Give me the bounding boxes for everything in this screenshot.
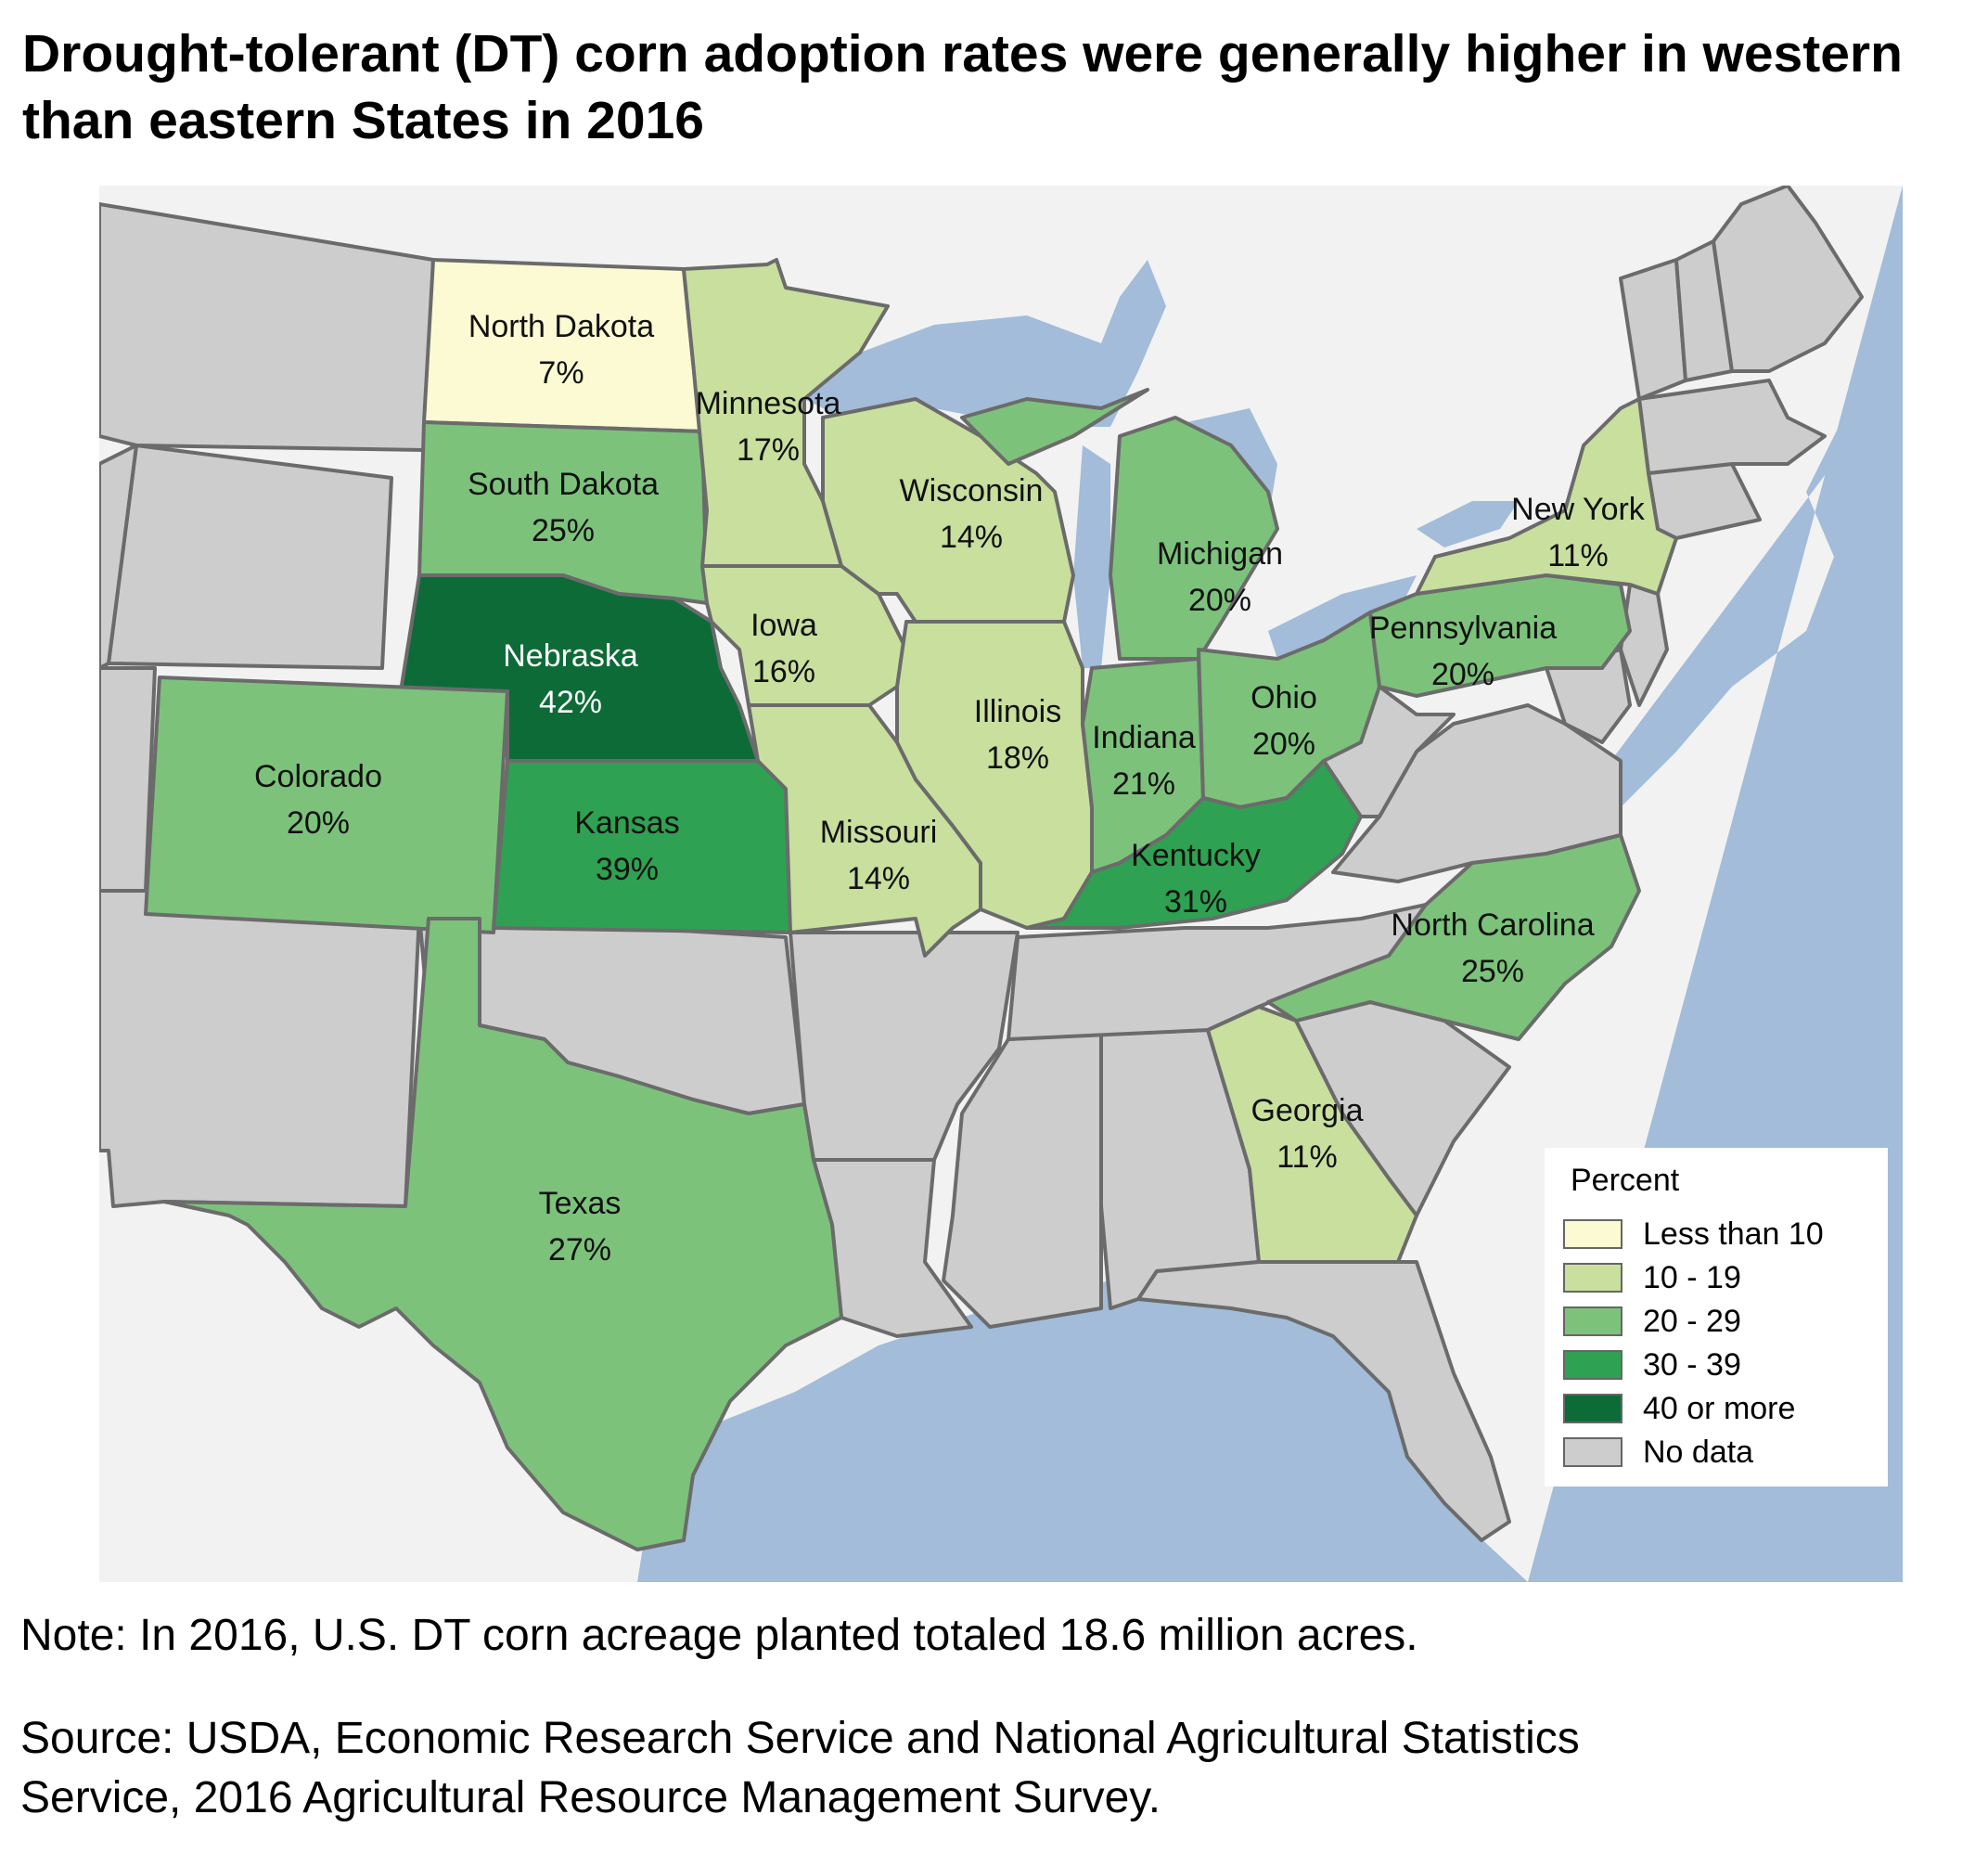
state-wyoming bbox=[109, 445, 391, 668]
label-illinois-value: 18% bbox=[986, 740, 1049, 776]
figure-title: Drought-tolerant (DT) corn adoption rate… bbox=[22, 20, 1970, 154]
legend-title: Percent bbox=[1571, 1163, 1679, 1199]
legend-swatch bbox=[1563, 1306, 1622, 1336]
label-michigan-value: 20% bbox=[1188, 583, 1251, 618]
label-nebraska-value: 42% bbox=[539, 685, 602, 720]
legend-label: 40 or more bbox=[1643, 1391, 1795, 1427]
label-illinois-name: Illinois bbox=[974, 694, 1061, 729]
title-line-1: Drought-tolerant (DT) corn adoption rate… bbox=[22, 20, 1970, 87]
state-new-mexico bbox=[99, 891, 419, 1206]
label-michigan-name: Michigan bbox=[1157, 536, 1283, 572]
label-kentucky-value: 31% bbox=[1164, 884, 1227, 920]
label-north-carolina-value: 25% bbox=[1461, 954, 1524, 989]
label-iowa-name: Iowa bbox=[750, 608, 817, 643]
state-north-dakota bbox=[424, 260, 702, 431]
label-missouri-name: Missouri bbox=[820, 815, 938, 850]
legend-label: 20 - 29 bbox=[1643, 1304, 1741, 1340]
legend-item: 30 - 39 bbox=[1563, 1348, 1741, 1382]
legend-item: Less than 10 bbox=[1563, 1217, 1824, 1251]
label-georgia-name: Georgia bbox=[1251, 1093, 1364, 1128]
label-minnesota-name: Minnesota bbox=[696, 386, 841, 421]
legend-swatch bbox=[1563, 1394, 1622, 1423]
label-south-dakota-name: South Dakota bbox=[468, 467, 659, 502]
legend-label: No data bbox=[1643, 1435, 1753, 1471]
label-wisconsin-name: Wisconsin bbox=[900, 473, 1044, 508]
source-line-2: Service, 2016 Agricultural Resource Mana… bbox=[20, 1769, 1580, 1828]
label-indiana-name: Indiana bbox=[1092, 720, 1196, 755]
label-colorado-name: Colorado bbox=[254, 759, 382, 794]
source-text: Source: USDA, Economic Research Service … bbox=[20, 1709, 1580, 1828]
label-north-dakota-name: North Dakota bbox=[468, 309, 654, 344]
legend-swatch bbox=[1563, 1263, 1622, 1293]
legend-swatch bbox=[1563, 1437, 1622, 1467]
label-missouri-value: 14% bbox=[847, 861, 910, 896]
source-line-1: Source: USDA, Economic Research Service … bbox=[20, 1709, 1580, 1769]
label-new-york-name: New York bbox=[1511, 492, 1646, 527]
label-texas-value: 27% bbox=[548, 1232, 611, 1268]
label-pennsylvania-value: 20% bbox=[1431, 657, 1494, 692]
label-south-dakota-value: 25% bbox=[532, 513, 595, 548]
legend-item: 10 - 19 bbox=[1563, 1261, 1741, 1294]
label-north-dakota-value: 7% bbox=[538, 355, 584, 391]
legend-item: 20 - 29 bbox=[1563, 1305, 1741, 1338]
legend-label: Less than 10 bbox=[1643, 1216, 1824, 1253]
note-text: Note: In 2016, U.S. DT corn acreage plan… bbox=[20, 1610, 1418, 1661]
label-north-carolina-name: North Carolina bbox=[1391, 907, 1594, 943]
label-minnesota-value: 17% bbox=[737, 432, 800, 468]
label-kansas-value: 39% bbox=[596, 852, 659, 887]
legend-item: 40 or more bbox=[1563, 1392, 1795, 1425]
state-kansas bbox=[494, 761, 790, 933]
label-kentucky-name: Kentucky bbox=[1131, 838, 1261, 873]
label-ohio-value: 20% bbox=[1252, 727, 1315, 762]
label-georgia-value: 11% bbox=[1276, 1139, 1338, 1175]
legend-swatch bbox=[1563, 1350, 1622, 1380]
label-kansas-name: Kansas bbox=[574, 805, 679, 841]
label-colorado-value: 20% bbox=[287, 805, 350, 841]
label-wisconsin-value: 14% bbox=[940, 520, 1003, 555]
legend-label: 10 - 19 bbox=[1643, 1260, 1741, 1296]
legend-label: 30 - 39 bbox=[1643, 1347, 1741, 1383]
label-new-york-value: 11% bbox=[1547, 538, 1609, 573]
label-texas-name: Texas bbox=[539, 1186, 622, 1221]
label-pennsylvania-name: Pennsylvania bbox=[1369, 611, 1557, 646]
state-utah bbox=[99, 668, 155, 891]
label-indiana-value: 21% bbox=[1112, 766, 1175, 802]
label-iowa-value: 16% bbox=[752, 654, 815, 689]
legend-swatch bbox=[1563, 1219, 1622, 1249]
label-ohio-name: Ohio bbox=[1251, 680, 1317, 715]
legend-item: No data bbox=[1563, 1435, 1753, 1469]
label-nebraska-name: Nebraska bbox=[503, 638, 638, 674]
title-line-2: than eastern States in 2016 bbox=[22, 87, 1970, 154]
legend: Percent Less than 10 10 - 19 20 - 29 30 … bbox=[1545, 1148, 1888, 1486]
